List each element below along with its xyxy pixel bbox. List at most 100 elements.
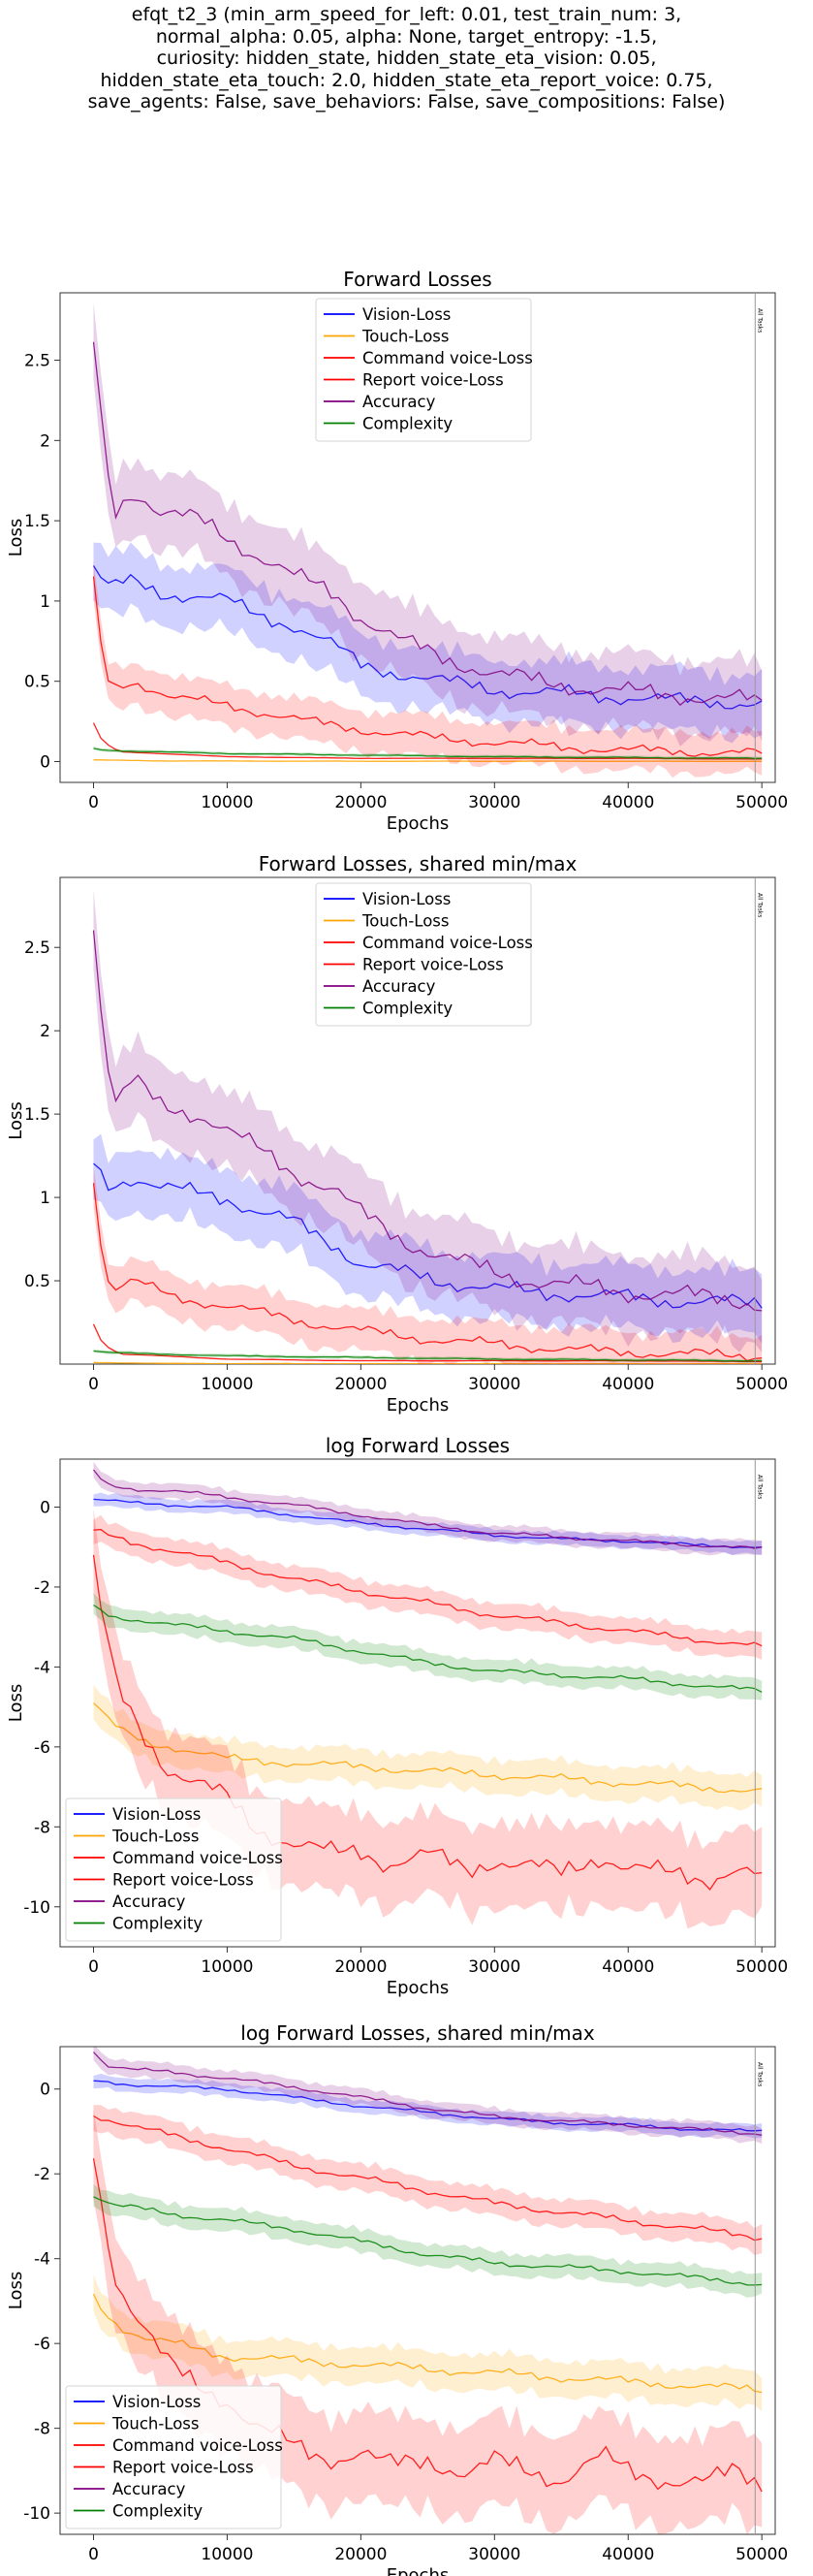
legend-frame [315, 298, 532, 442]
y-tick-label: 2.5 [24, 352, 50, 371]
y-axis-label: Loss [6, 2272, 26, 2309]
legend-entry: Command voice-Loss [362, 934, 533, 952]
legend-entry: Complexity [112, 1915, 203, 1933]
band-report-voice-loss [93, 2105, 763, 2255]
y-tick-label: -6 [34, 1738, 50, 1758]
task-vline-label: All Tasks [756, 1475, 763, 1499]
legend: Vision-Loss Touch-Loss Command voice-Loss R… [65, 2385, 283, 2529]
x-tick-label: 40000 [602, 1957, 654, 1977]
x-tick-label: 30000 [468, 1957, 520, 1977]
line-vision-loss [93, 1498, 763, 1549]
legend: Vision-Loss Touch-Loss Command voice-Loss R… [315, 298, 533, 442]
line-report-voice-loss [93, 1528, 763, 1647]
legend-entry: Touch-Loss [361, 912, 450, 931]
line-command-voice-loss [92, 1554, 763, 1892]
legend-entry: Command voice-Loss [362, 349, 533, 367]
legend-frame [315, 882, 532, 1027]
band-complexity [93, 2184, 763, 2298]
band-touch-loss [93, 1684, 763, 1811]
y-axis-label: Loss [6, 1684, 26, 1722]
legend-entry: Report voice-Loss [362, 956, 504, 974]
band-accuracy [93, 889, 763, 1353]
y-tick-label: -8 [34, 1818, 50, 1837]
chart-panel-2: All Tasks 0 10000 20000 30000 40000 50000 0.5 1 1… [6, 852, 788, 1415]
y-tick-label: -2 [34, 1578, 50, 1598]
line-touch-loss [92, 2293, 763, 2394]
legend-entry: Accuracy [112, 1892, 186, 1911]
chart-title: Forward Losses [343, 268, 491, 291]
y-tick-label: -10 [23, 2504, 50, 2524]
x-tick-label: 40000 [602, 1375, 654, 1394]
x-tick-label: 10000 [201, 2545, 253, 2564]
y-tick-label: 0 [40, 752, 50, 772]
task-vline-label: All Tasks [756, 893, 763, 917]
legend: Vision-Loss Touch-Loss Command voice-Loss R… [315, 882, 533, 1027]
chart-title: log Forward Losses [326, 1434, 510, 1457]
legend-entry: Accuracy [112, 2480, 186, 2498]
x-tick-label: 0 [88, 1375, 99, 1394]
legend-entry: Touch-Loss [111, 2415, 200, 2433]
line-complexity [93, 2196, 763, 2286]
band-touch-loss [93, 2274, 763, 2411]
x-axis-label: Epochs [387, 1395, 450, 1415]
y-tick-label: 1 [40, 592, 50, 612]
y-tick-label: 1.5 [24, 512, 50, 531]
line-complexity [93, 1350, 763, 1362]
y-tick-label: -4 [34, 2250, 50, 2270]
series-group [92, 302, 763, 779]
y-tick-label: -6 [34, 2335, 50, 2354]
line-accuracy [92, 930, 763, 1312]
y-tick-label: -8 [34, 2420, 50, 2439]
x-tick-label: 10000 [201, 793, 253, 812]
band-report-voice-loss [93, 559, 763, 779]
x-tick-label: 20000 [334, 1957, 387, 1977]
line-report-voice-loss [93, 2115, 763, 2242]
x-tick-label: 40000 [602, 793, 654, 812]
x-tick-label: 20000 [334, 793, 387, 812]
legend-entry: Accuracy [362, 393, 436, 411]
legend-entry: Complexity [362, 1000, 453, 1018]
y-axis-label: Loss [6, 519, 26, 557]
x-tick-label: 20000 [334, 1375, 387, 1394]
legend: Vision-Loss Touch-Loss Command voice-Loss R… [65, 1797, 283, 1942]
line-complexity [93, 747, 763, 759]
chart-title: log Forward Losses, shared min/max [240, 2021, 595, 2045]
band-accuracy [93, 2047, 763, 2145]
x-tick-label: 50000 [735, 2545, 788, 2564]
line-report-voice-loss [92, 1183, 763, 1362]
chart-panel-1: All Tasks 0 10000 20000 30000 40000 50000 0 0.5 1… [6, 268, 788, 834]
x-tick-label: 30000 [468, 1375, 520, 1394]
y-tick-label: 0.5 [24, 673, 50, 692]
y-tick-label: -4 [34, 1658, 50, 1677]
legend-entry: Complexity [112, 2502, 203, 2521]
line-report-voice-loss [92, 576, 763, 757]
legend-frame [65, 2385, 282, 2529]
legend-entry: Vision-Loss [362, 305, 451, 324]
x-tick-label: 10000 [201, 1375, 253, 1394]
x-tick-label: 30000 [468, 2545, 520, 2564]
chart-panel-4: All Tasks 0 10000 20000 30000 40000 50000 -10 -8… [6, 2021, 788, 2576]
y-tick-label: -2 [34, 2165, 50, 2184]
x-tick-label: 40000 [602, 2545, 654, 2564]
task-vline-label: All Tasks [756, 308, 763, 333]
line-accuracy [92, 341, 763, 707]
legend-entry: Touch-Loss [361, 328, 450, 346]
x-axis-label: Epochs [387, 1978, 450, 1998]
legend-entry: Complexity [362, 415, 453, 433]
series-group [92, 2047, 763, 2534]
legend-frame [65, 1797, 282, 1942]
y-tick-label: 2 [40, 431, 50, 451]
legend-entry: Command voice-Loss [112, 1849, 283, 1867]
band-report-voice-loss [93, 1165, 763, 1364]
x-axis-label: Epochs [387, 813, 450, 834]
y-tick-label: 1.5 [24, 1105, 50, 1125]
legend-entry: Vision-Loss [362, 890, 451, 908]
x-tick-label: 50000 [735, 1375, 788, 1394]
chart-title: Forward Losses, shared min/max [259, 852, 578, 875]
series-group [92, 889, 763, 1364]
figure-suptitle: efqt_t2_3 (min_arm_speed_for_left: 0.01,… [87, 4, 726, 112]
line-vision-loss [93, 2080, 763, 2132]
legend-entry: Vision-Loss [112, 1805, 201, 1824]
legend-entry: Report voice-Loss [112, 2459, 254, 2477]
